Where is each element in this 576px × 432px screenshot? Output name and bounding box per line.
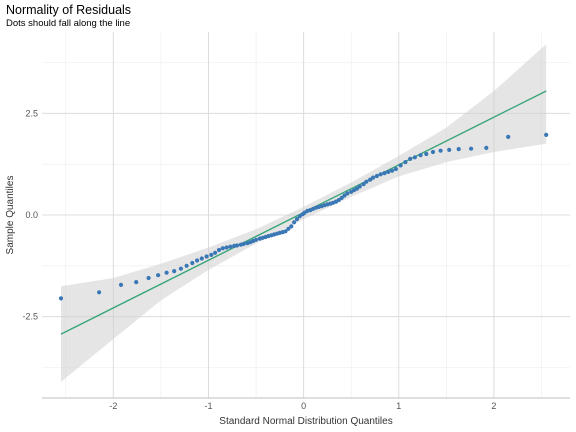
data-point (283, 229, 288, 234)
data-point (412, 155, 417, 160)
data-point (354, 186, 359, 191)
x-tick-label: 0 (301, 401, 306, 411)
data-point (294, 217, 300, 222)
data-point (213, 250, 218, 255)
data-point (438, 148, 443, 153)
data-point (361, 182, 366, 187)
chart-subtitle: Dots should fall along the line (6, 18, 131, 29)
data-point (456, 147, 461, 152)
data-point (408, 156, 413, 161)
chart-title: Normality of Residuals (6, 3, 132, 17)
y-tick-labels: -2.5 0.0 2.5 (22, 108, 38, 321)
data-point (292, 220, 297, 225)
data-point (374, 173, 379, 179)
data-point (544, 132, 549, 137)
x-tick-label: 1 (396, 401, 401, 411)
data-point (228, 244, 233, 249)
data-point (390, 168, 395, 173)
data-point (220, 246, 225, 251)
y-tick-label: 2.5 (25, 108, 38, 118)
data-point (146, 275, 151, 281)
data-point (393, 166, 398, 172)
data-point (97, 290, 102, 295)
data-point (469, 146, 474, 151)
data-point (286, 226, 291, 231)
data-point (364, 179, 369, 184)
x-axis-title: Standard Normal Distribution Quantiles (219, 416, 392, 427)
data-point (342, 193, 347, 198)
data-point (424, 151, 429, 157)
y-axis-title: Sample Quantiles (5, 176, 16, 255)
data-point (418, 153, 423, 158)
data-point (204, 254, 209, 259)
data-point (357, 184, 362, 189)
data-point (178, 266, 183, 271)
data-point (430, 149, 436, 155)
data-point (209, 252, 214, 257)
y-tick-label: -2.5 (22, 312, 38, 322)
data-point (382, 171, 387, 176)
data-point (234, 243, 240, 248)
data-point (371, 175, 376, 180)
data-point (172, 269, 177, 274)
data-point (134, 280, 139, 285)
data-point (339, 195, 344, 200)
data-point (118, 282, 124, 287)
data-points (58, 132, 549, 301)
data-point (345, 191, 350, 196)
data-point (484, 145, 489, 150)
data-point (289, 224, 294, 229)
data-point (398, 163, 403, 168)
data-point (184, 263, 189, 268)
data-point (216, 247, 222, 253)
x-tick-label: -1 (204, 401, 212, 411)
data-point (254, 237, 259, 242)
data-point (447, 147, 452, 152)
data-point (164, 270, 169, 275)
data-point (506, 134, 511, 139)
x-tick-label: 2 (491, 401, 496, 411)
data-point (336, 197, 341, 203)
data-point (224, 245, 229, 250)
data-point (156, 273, 161, 278)
y-tick-label: 0.0 (25, 210, 38, 220)
data-point (190, 260, 195, 266)
data-point (403, 160, 408, 165)
x-tick-labels: -2 -1 0 1 2 (109, 401, 496, 411)
data-point (378, 172, 383, 177)
data-point (195, 258, 200, 263)
data-point (241, 241, 246, 246)
data-point (199, 256, 204, 261)
data-point (58, 296, 64, 301)
x-tick-label: -2 (109, 401, 117, 411)
data-point (386, 169, 391, 174)
